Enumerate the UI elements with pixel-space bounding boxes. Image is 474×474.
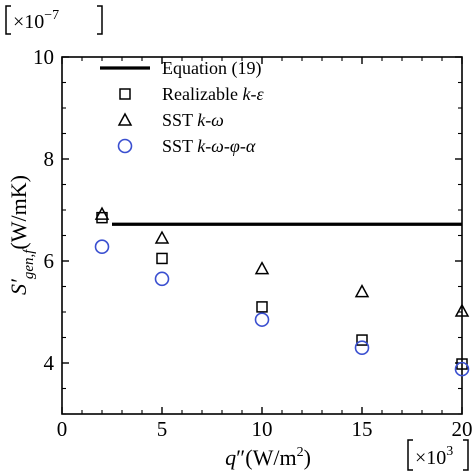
y-tick-label: 4	[44, 351, 55, 375]
multiplier-bracket-left	[407, 439, 413, 471]
data-point-circle	[454, 361, 470, 377]
plot-frame	[61, 56, 463, 415]
x-tick-label: 5	[157, 417, 168, 441]
x-tick-label: 0	[57, 417, 68, 441]
x-axis-label: q″(W/m2)	[225, 445, 311, 470]
legend-label: Equation (19)	[162, 58, 261, 79]
legend-swatch-circle	[117, 138, 133, 154]
x-tick-label: 10	[252, 417, 273, 441]
data-point-circle	[94, 239, 110, 255]
y-tick-label: 6	[44, 249, 55, 273]
data-point-triangle	[354, 284, 370, 298]
data-point-triangle	[94, 206, 110, 220]
data-point-circle	[254, 312, 270, 327]
legend-swatch-triangle	[117, 112, 133, 126]
multiplier-text: ×10−7	[13, 8, 59, 33]
legend-label: Realizable k-ε	[162, 84, 264, 104]
multiplier-bracket-left	[5, 5, 11, 35]
data-point-circle	[354, 340, 370, 356]
y-tick-label: 8	[44, 147, 55, 171]
data-point-circle	[154, 271, 170, 287]
legend-swatch-square	[119, 88, 131, 100]
y-tick-label: 10	[33, 45, 54, 69]
data-point-square	[256, 301, 268, 313]
multiplier-text: ×103	[415, 444, 453, 469]
data-point-square	[156, 252, 168, 265]
y-axis-label: S′gen,f(W/mK)	[6, 175, 37, 295]
x-tick-label: 20	[452, 417, 473, 441]
y-axis-multiplier: ×10−7	[5, 5, 103, 35]
legend-label: SST k-ω-φ-α	[162, 136, 256, 156]
x-tick-label: 15	[352, 417, 373, 441]
data-point-triangle	[154, 230, 170, 244]
x-axis-multiplier: ×103	[407, 439, 469, 471]
legend-label: SST k-ω	[162, 110, 224, 130]
multiplier-bracket-right	[463, 439, 469, 471]
data-point-triangle	[454, 303, 470, 317]
data-point-triangle	[254, 261, 270, 275]
multiplier-bracket-right	[97, 5, 103, 35]
data-point-square	[356, 334, 368, 346]
